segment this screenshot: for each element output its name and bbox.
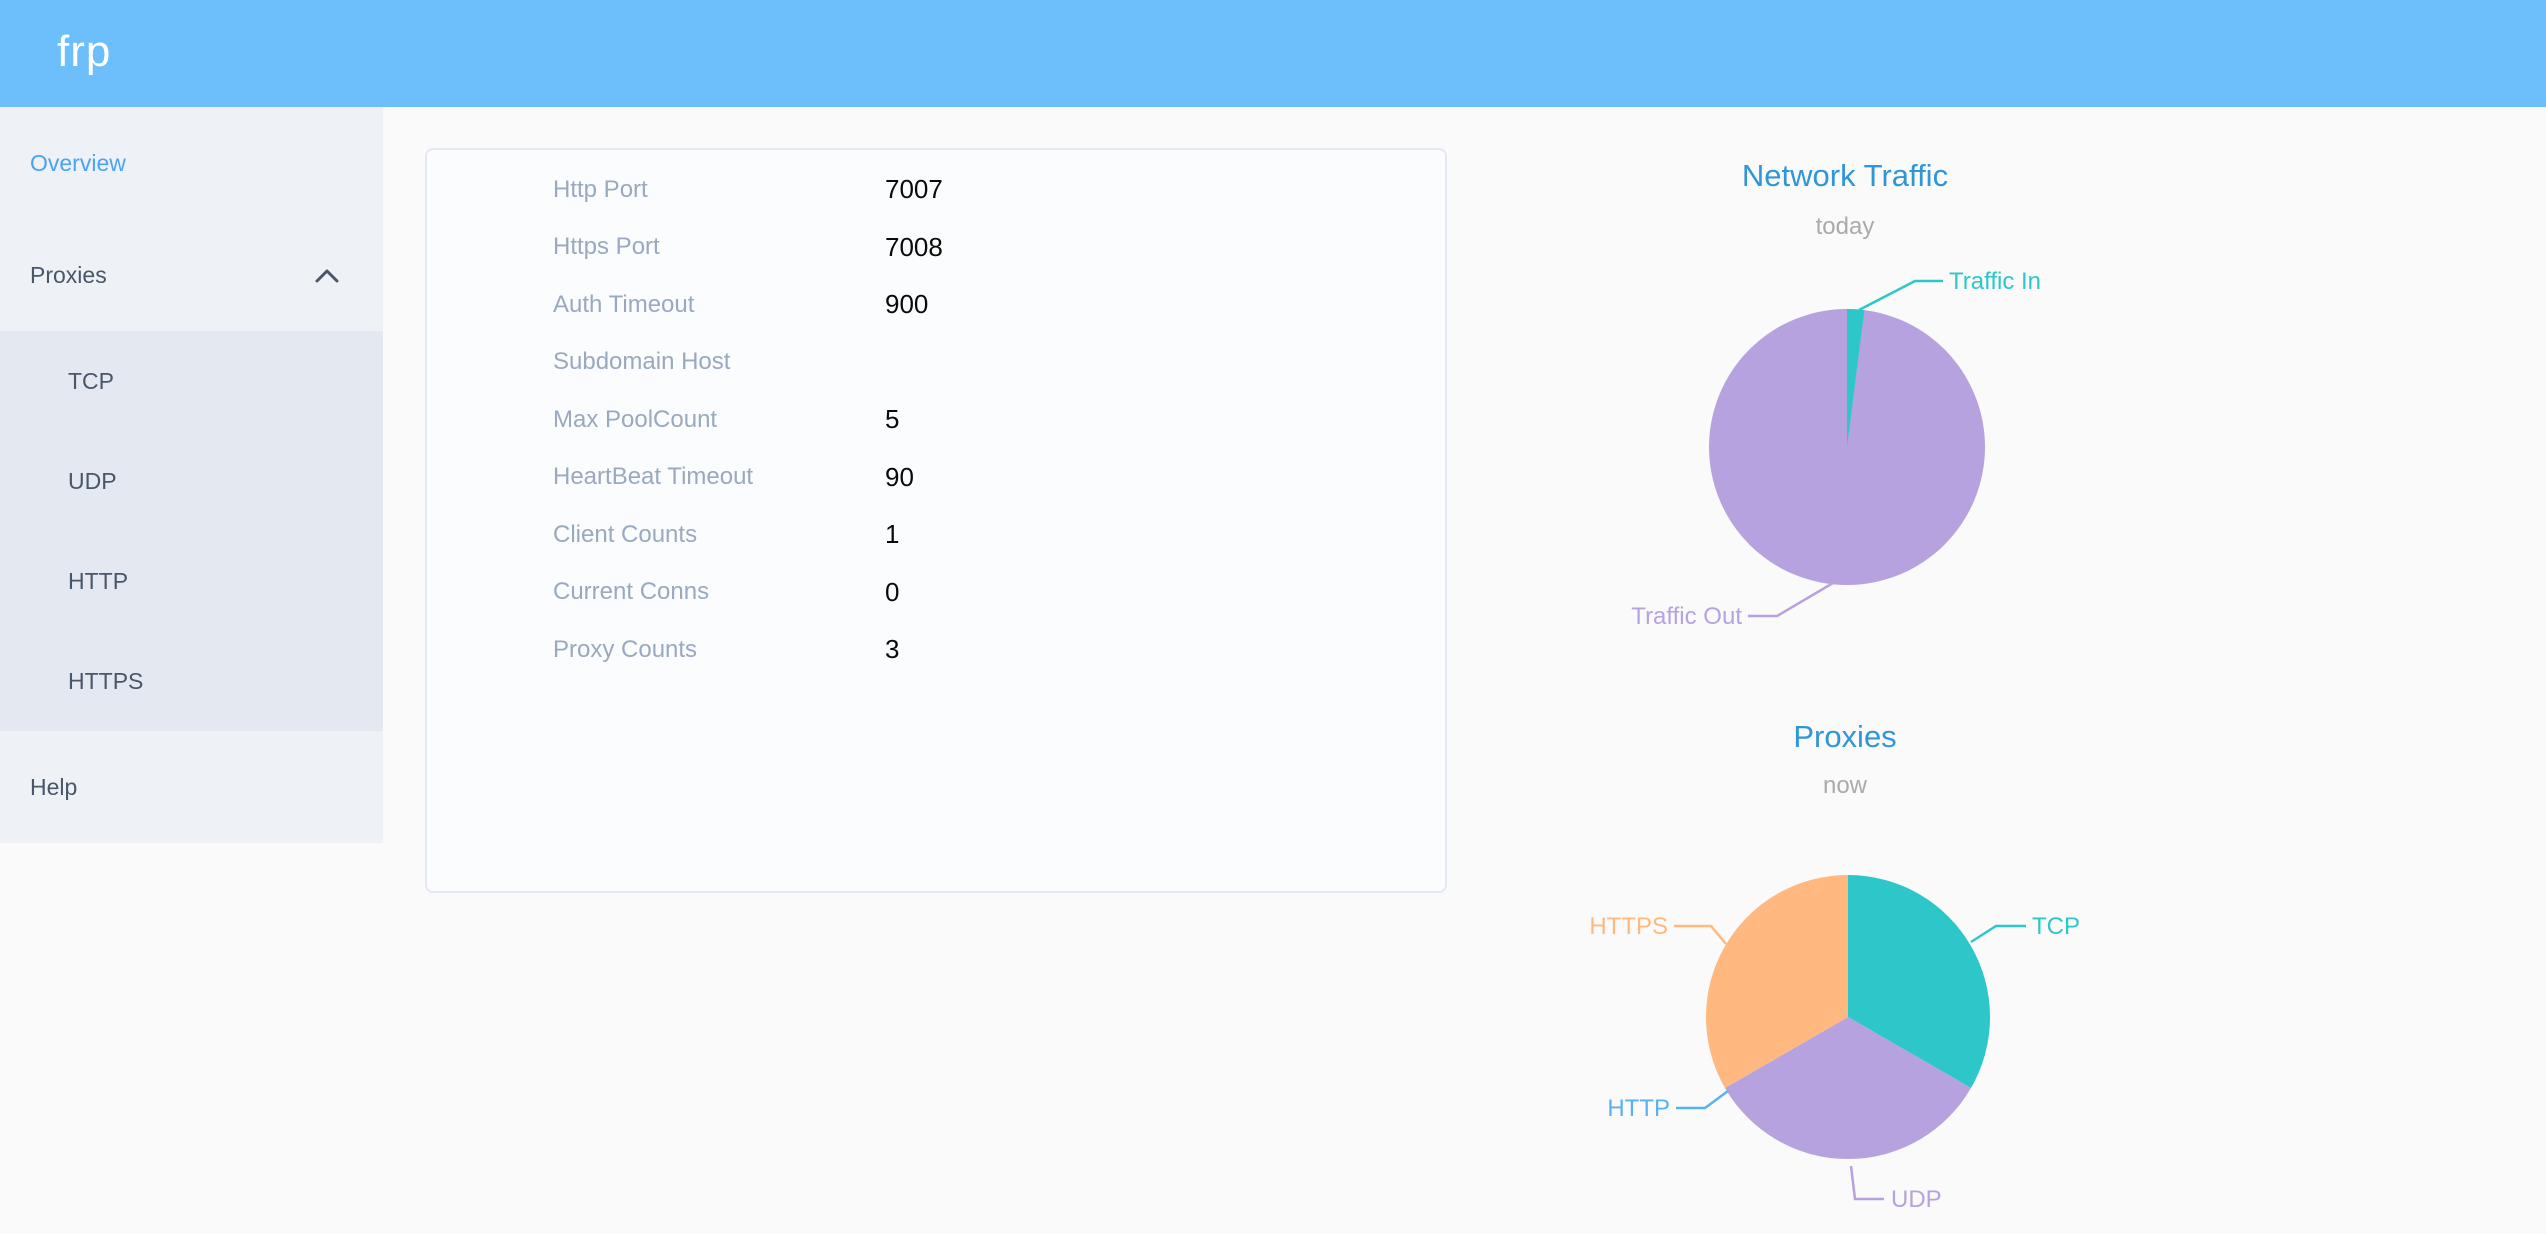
config-label: HeartBeat Timeout (553, 463, 754, 491)
config-value: 3 (885, 634, 900, 665)
sidebar-item-https[interactable]: HTTPS (68, 668, 144, 694)
config-label: Proxy Counts (553, 635, 698, 663)
chart-title-network-traffic: Network Traffic (1741, 158, 1949, 193)
config-value: 0 (885, 576, 900, 607)
chevron-up-icon (315, 269, 339, 283)
label-line-traffic-in (1858, 279, 1943, 312)
label-line-udp (1849, 1165, 1884, 1201)
config-row-current-conns: Current Conns 0 (427, 564, 1445, 622)
sidebar-item-http[interactable]: HTTP (68, 568, 129, 594)
pie-slice-https[interactable] (1705, 875, 1848, 1088)
config-value: 5 (885, 404, 900, 435)
proxies-chart: Proxies now TCP HTTPS HTTP UDP (1545, 690, 2145, 1234)
chart-subtitle-now: now (1822, 772, 1868, 799)
sidebar-item-proxies[interactable]: Proxies (0, 219, 383, 331)
config-row-heartbeat-timeout: HeartBeat Timeout 90 (427, 449, 1445, 507)
pie-slice-traffic-in[interactable] (1847, 309, 1865, 447)
sidebar-item-overview[interactable]: Overview (30, 150, 126, 176)
config-value: 900 (885, 289, 929, 320)
pie-slice-udp[interactable] (1725, 1017, 1971, 1160)
network-traffic-chart: Network Traffic today Traffic In Traffic… (1545, 90, 2145, 660)
pie-label-https: HTTPS (1589, 913, 1668, 940)
pie-label-udp: UDP (1891, 1186, 1942, 1213)
config-value: 7008 (885, 231, 943, 262)
sidebar-item-proxies-label: Proxies (30, 262, 107, 288)
pie-label-traffic-out: Traffic Out (1631, 603, 1742, 630)
config-row-proxy-counts: Proxy Counts 3 (427, 621, 1445, 679)
config-value: 90 (885, 461, 914, 492)
label-line-https (1674, 924, 1727, 945)
pie-slice-tcp[interactable] (1848, 875, 1991, 1088)
config-row-auth-timeout: Auth Timeout 900 (427, 276, 1445, 334)
proxies-submenu: TCP UDP HTTP HTTPS (0, 331, 383, 731)
config-label: Https Port (553, 233, 660, 261)
server-info-card: Http Port 7007 Https Port 7008 Auth Time… (425, 148, 1447, 893)
config-value: 7007 (885, 174, 943, 205)
sidebar-item-udp[interactable]: UDP (68, 468, 117, 494)
chart-subtitle-today: today (1815, 213, 1875, 240)
sidebar-menu: Overview Proxies TCP UDP HTTP HTTPS Help (0, 107, 383, 843)
pie-label-http: HTTP (1607, 1095, 1670, 1122)
config-label: Auth Timeout (553, 290, 695, 318)
label-line-traffic-out (1748, 581, 1834, 618)
config-label: Current Conns (553, 578, 710, 606)
config-row-http-port: Http Port 7007 (427, 161, 1445, 219)
config-row-max-poolcount: Max PoolCount 5 (427, 391, 1445, 449)
label-line-http (1676, 1089, 1729, 1110)
sidebar-item-help[interactable]: Help (30, 774, 78, 800)
app-logo: frp (57, 27, 112, 76)
config-row-subdomain-host: Subdomain Host (427, 334, 1445, 392)
config-row-https-port: Https Port 7008 (427, 219, 1445, 277)
pie-label-tcp: TCP (2032, 913, 2080, 940)
config-label: Subdomain Host (553, 348, 731, 376)
config-row-client-counts: Client Counts 1 (427, 506, 1445, 564)
config-label: Max PoolCount (553, 405, 718, 433)
label-line-tcp (1970, 924, 2026, 944)
config-label: Http Port (553, 175, 648, 203)
sidebar-item-tcp[interactable]: TCP (68, 368, 114, 394)
top-header-bar: frp (0, 0, 2546, 107)
pie-label-traffic-in: Traffic In (1949, 268, 2041, 295)
config-value: 1 (885, 519, 900, 550)
config-label: Client Counts (553, 520, 698, 548)
chart-title-proxies: Proxies (1793, 719, 1897, 754)
